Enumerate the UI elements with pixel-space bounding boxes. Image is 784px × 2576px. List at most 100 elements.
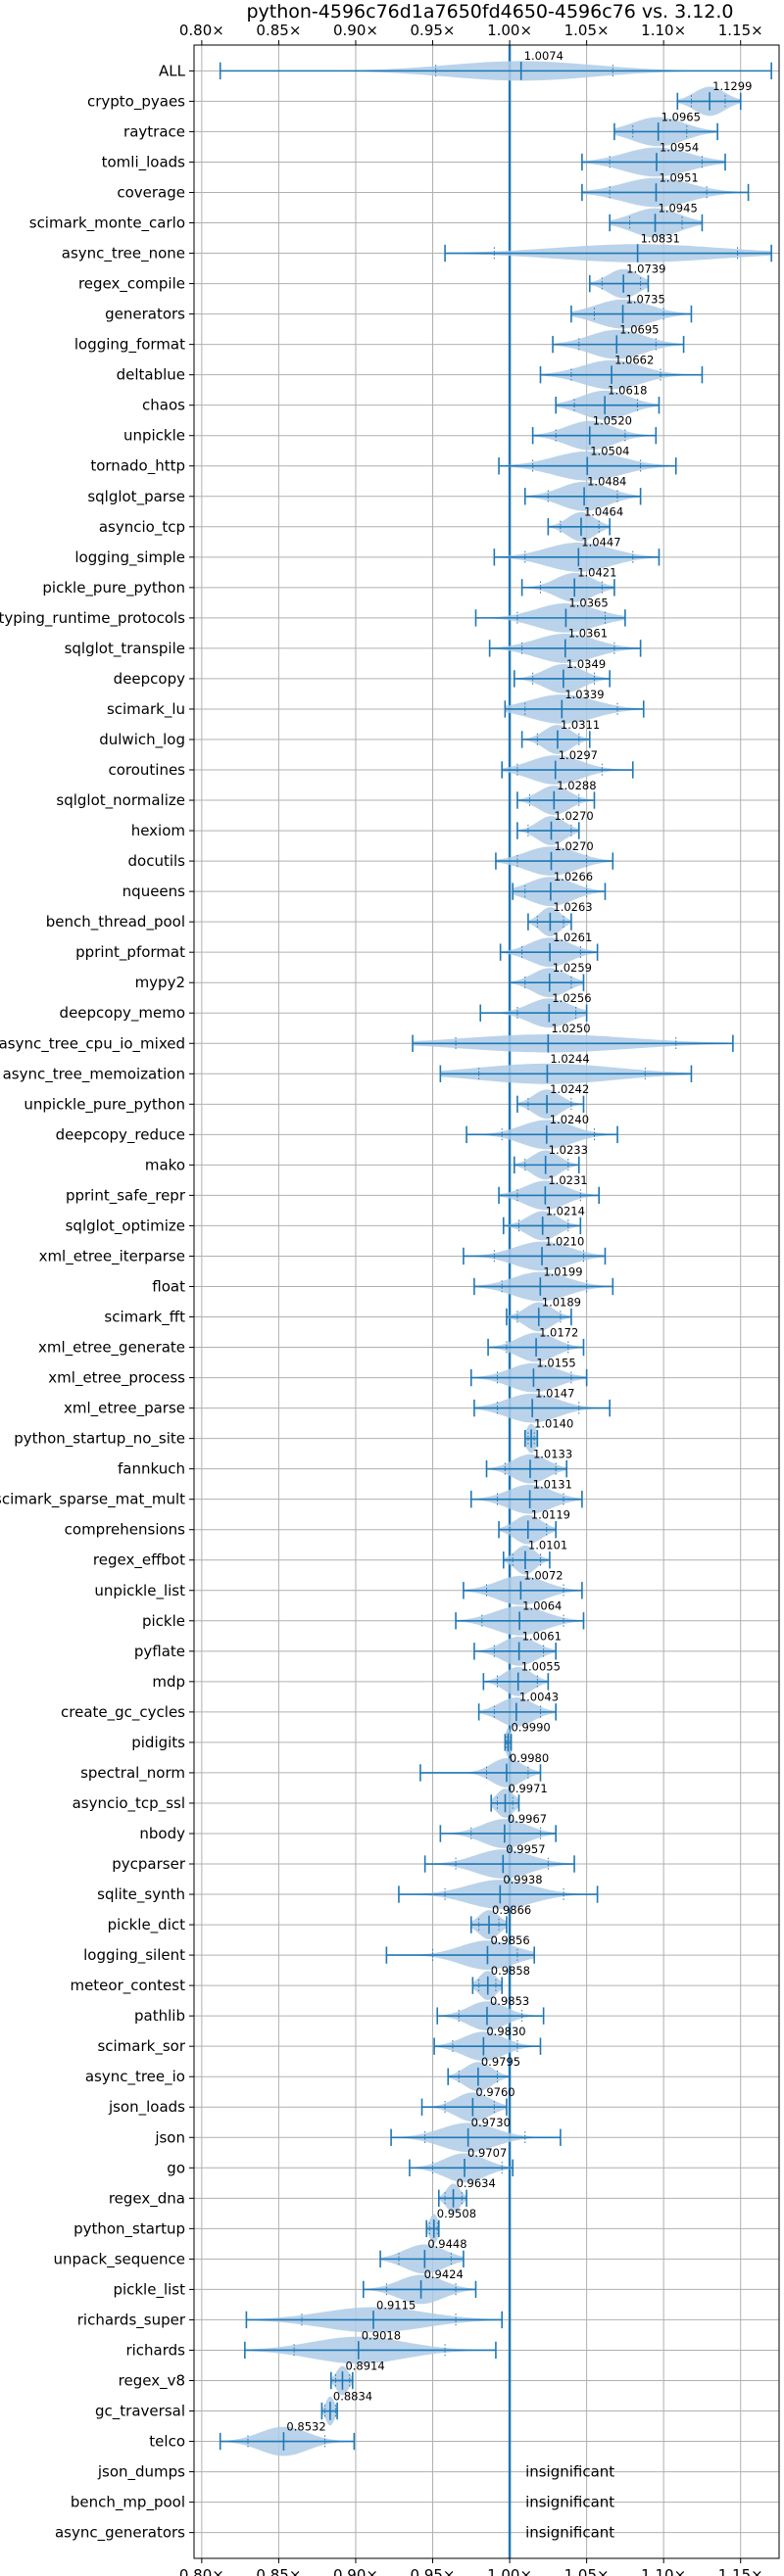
benchmark-label: mako [145, 1156, 185, 1173]
benchmark-label: python_startup [74, 2219, 185, 2238]
x-tick-label-bottom: 0.85× [256, 2566, 301, 2576]
mean-value-label: 1.0259 [553, 961, 592, 975]
benchmark-label: spectral_norm [80, 1764, 185, 1783]
mean-value-label: 0.9938 [503, 1873, 542, 1886]
mean-value-label: 0.9866 [492, 1903, 531, 1917]
mean-value-label: 1.0945 [659, 201, 698, 215]
benchmark-label: unpickle_pure_python [24, 1095, 185, 1114]
mean-value-label: 1.0270 [554, 839, 593, 853]
benchmark-label: comprehensions [65, 1521, 186, 1539]
mean-value-label: 0.9957 [506, 1842, 545, 1856]
axis-layer: 0.80× 0.80× 0.85× 0.85× 0.90× 0.90× 0.95× 0.95×… [0, 22, 780, 2576]
benchmark-label: python_startup_no_site [14, 1430, 185, 1449]
benchmark-label: asyncio_tcp_ssl [73, 1794, 185, 1813]
mean-value-label: 1.0072 [523, 1569, 563, 1583]
mean-value-label: 0.9634 [457, 2176, 496, 2190]
benchmark-label: dulwich_log [99, 731, 185, 749]
mean-value-label: 0.9971 [509, 1782, 548, 1795]
benchmark-label: pickle_dict [108, 1916, 185, 1934]
x-tick-label-bottom: 1.05× [564, 2566, 610, 2576]
mean-value-label: 1.0147 [535, 1386, 574, 1400]
x-tick-label-bottom: 0.90× [333, 2566, 378, 2576]
mean-value-label: 1.0311 [561, 718, 600, 732]
benchmark-label: sqlglot_parse [87, 488, 185, 506]
benchmark-label: sqlglot_transpile [65, 640, 185, 658]
benchmark-label: crypto_pyaes [87, 92, 185, 111]
benchmark-label: typing_runtime_protocols [0, 609, 185, 628]
mean-value-label: 1.0954 [660, 140, 699, 154]
mean-value-label: 1.0155 [536, 1356, 575, 1369]
x-tick-label-top: 1.00× [487, 22, 532, 39]
benchmark-label: logging_silent [83, 1946, 185, 1965]
mean-value-label: 1.0520 [593, 414, 632, 428]
benchmark-label: logging_format [74, 336, 185, 355]
benchmark-label: pathlib [134, 2007, 185, 2025]
benchmark-label: deepcopy [114, 670, 185, 688]
mean-value-label: 1.0831 [641, 231, 680, 245]
mean-value-label: 0.8914 [345, 2359, 384, 2372]
benchmark-label: pyflate [134, 1643, 185, 1660]
x-tick-label-top: 0.90× [333, 22, 378, 39]
benchmark-label: scimark_lu [107, 700, 185, 719]
mean-value-label: 1.0101 [528, 1539, 567, 1552]
benchmark-label: unpickle_list [94, 1582, 185, 1600]
x-tick-label-bottom: 0.80× [179, 2566, 224, 2576]
mean-value-label: 1.0189 [542, 1295, 581, 1309]
mean-value-label: 1.0349 [566, 657, 606, 671]
mean-value-label: 0.9508 [437, 2207, 476, 2220]
benchmark-label: pprint_pformat [75, 943, 185, 962]
x-tick-label-top: 1.10× [641, 22, 686, 39]
x-tick-label-top: 1.05× [564, 22, 610, 39]
mean-value-label: 1.0739 [626, 262, 665, 275]
mean-value-label: 0.9795 [481, 2055, 520, 2069]
benchmark-label: sqlite_synth [97, 1885, 185, 1904]
mean-value-label: 1.1299 [712, 79, 752, 93]
x-tick-label-top: 0.80× [179, 22, 224, 39]
mean-value-label: 1.0043 [519, 1691, 559, 1704]
mean-value-label: 1.0140 [534, 1416, 573, 1430]
benchmark-label: meteor_contest [70, 1977, 185, 1995]
benchmark-label: tomli_loads [102, 153, 186, 171]
mean-value-label: 1.0244 [550, 1052, 589, 1066]
benchmark-label: coverage [117, 183, 185, 201]
mean-value-label: 1.0064 [522, 1599, 562, 1613]
mean-value-label: 0.9990 [511, 1721, 550, 1735]
benchmark-label: pickle_pure_python [42, 579, 185, 597]
insignificant-label: insignificant [525, 2463, 614, 2481]
label-layer: 1.0074 1.1299 1.0965 1.0954 1.0951 1.0945 1.08… [286, 49, 752, 2541]
mean-value-label: 0.9115 [376, 2298, 416, 2312]
insignificant-label: insignificant [525, 2494, 614, 2511]
x-tick-label-bottom: 1.10× [641, 2566, 686, 2576]
mean-value-label: 1.0288 [557, 779, 596, 792]
benchmark-label: scimark_monte_carlo [29, 215, 185, 233]
benchmark-label: gc_traversal [95, 2403, 185, 2421]
benchmark-label: mypy2 [135, 974, 185, 991]
mean-value-label: 1.0951 [659, 170, 698, 184]
benchmark-label: pprint_safe_repr [66, 1186, 186, 1205]
mean-value-label: 1.0270 [554, 809, 593, 823]
mean-value-label: 0.9830 [486, 2025, 525, 2038]
benchmark-label: raytrace [123, 122, 185, 140]
benchmark-label: logging_simple [74, 549, 185, 567]
benchmark-label: generators [105, 306, 185, 323]
benchmark-label: richards_super [77, 2311, 186, 2329]
mean-value-label: 1.0266 [554, 870, 593, 883]
benchmark-label: mdp [152, 1673, 185, 1691]
mean-value-label: 0.9448 [427, 2237, 466, 2251]
benchmark-label: bench_mp_pool [71, 2494, 185, 2512]
mean-value-label: 1.0447 [581, 536, 620, 549]
mean-value-label: 1.0365 [568, 596, 608, 610]
mean-value-label: 1.0055 [521, 1660, 561, 1674]
benchmark-label: json_dumps [97, 2463, 185, 2482]
mean-value-label: 0.9967 [508, 1812, 547, 1826]
benchmark-label: deepcopy_memo [60, 1004, 185, 1023]
mean-value-label: 1.0339 [564, 688, 604, 701]
mean-value-label: 1.0261 [553, 930, 592, 944]
x-tick-label-bottom: 1.00× [487, 2566, 532, 2576]
mean-value-label: 0.9018 [362, 2328, 401, 2342]
benchmark-label: go [167, 2159, 185, 2176]
mean-value-label: 1.0210 [545, 1234, 584, 1248]
mean-value-label: 1.0263 [553, 900, 592, 914]
x-tick-label-bottom: 1.15× [718, 2566, 763, 2576]
benchmark-label: xml_etree_iterparse [39, 1247, 185, 1265]
